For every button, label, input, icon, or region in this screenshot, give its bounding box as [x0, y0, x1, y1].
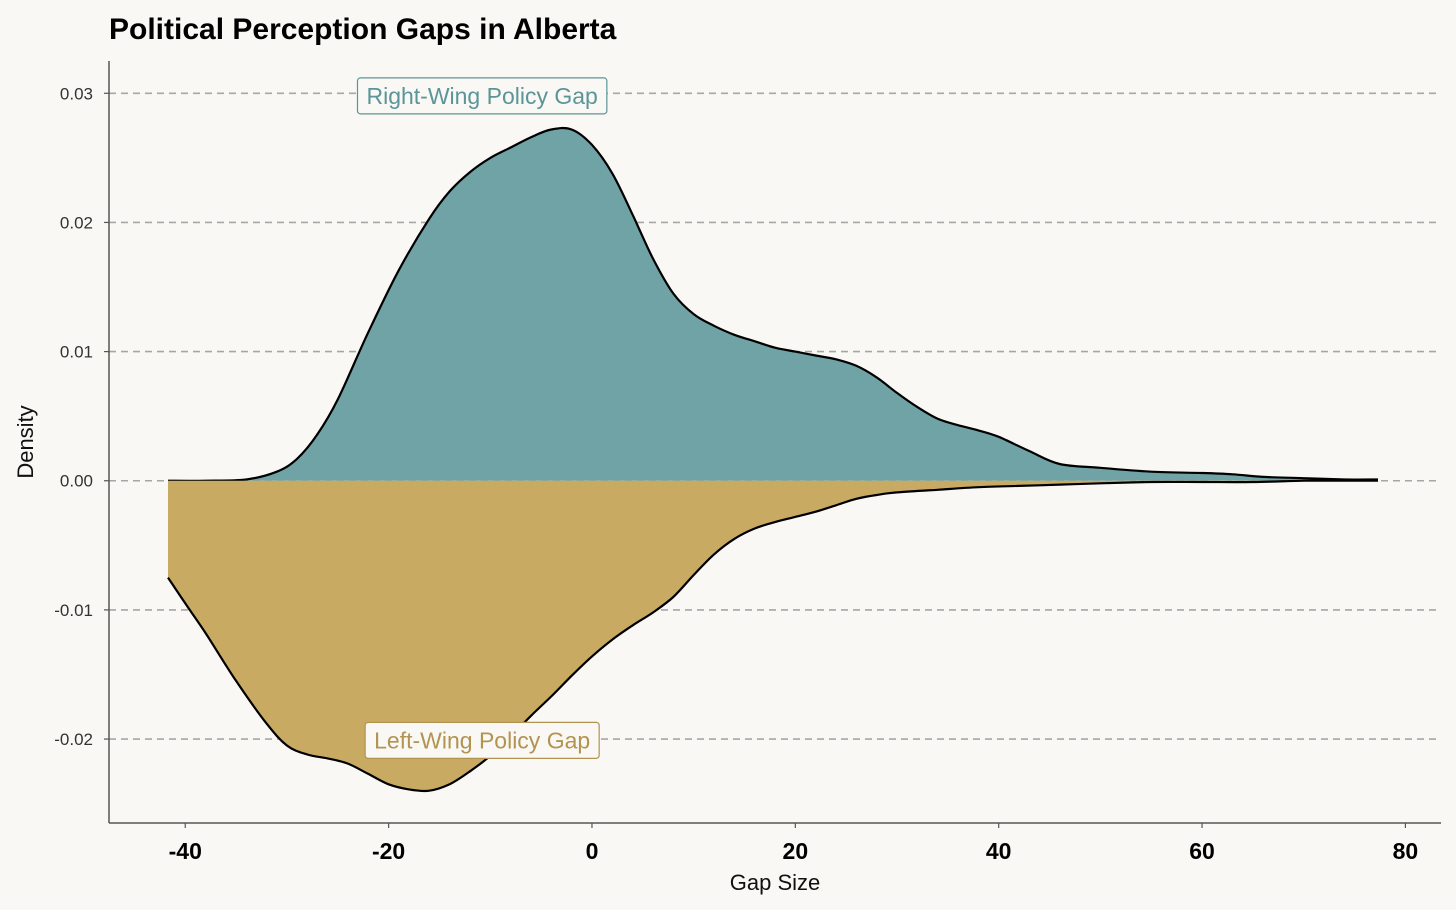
series-label-text: Left-Wing Policy Gap [374, 727, 590, 753]
series-label-0: Right-Wing Policy Gap [356, 77, 608, 115]
y-tick-label: 0.03 [60, 84, 93, 103]
series-line-0 [167, 126, 1379, 482]
series-label-box [356, 77, 608, 115]
density-areas [167, 126, 1379, 793]
x-tick-label: 40 [986, 838, 1012, 864]
x-tick-label: 80 [1393, 838, 1419, 864]
series-label-box [364, 721, 600, 759]
series-label-1: Left-Wing Policy Gap [364, 721, 600, 759]
y-tick-label: -0.02 [54, 730, 93, 749]
y-tick-label: 0.02 [60, 213, 93, 232]
y-tick-label: -0.01 [54, 601, 93, 620]
x-axis-label: Gap Size [730, 870, 821, 895]
annotations: Right-Wing Policy Gap Left-Wing Policy Ga… [356, 77, 608, 759]
y-axis-label: Density [13, 405, 38, 478]
y-tick-label: 0.01 [60, 343, 93, 362]
x-tick-label: 60 [1189, 838, 1215, 864]
y-ticks: -0.02 -0.01 0.00 0.01 0.02 0.03 [54, 84, 109, 749]
series-line-1 [167, 479, 1379, 793]
series-area-0 [168, 127, 1378, 481]
x-tick-label: 20 [783, 838, 809, 864]
series-area-1 [168, 480, 1378, 792]
y-tick-label: 0.00 [60, 472, 93, 491]
x-tick-label: -20 [372, 838, 405, 864]
x-tick-label: -40 [169, 838, 202, 864]
axes [108, 61, 1441, 824]
x-ticks: -40 -20 0 20 40 60 80 [169, 823, 1419, 864]
chart-title: Political Perception Gaps in Alberta [109, 13, 617, 46]
series-label-text: Right-Wing Policy Gap [366, 83, 597, 109]
x-tick-label: 0 [586, 838, 599, 864]
